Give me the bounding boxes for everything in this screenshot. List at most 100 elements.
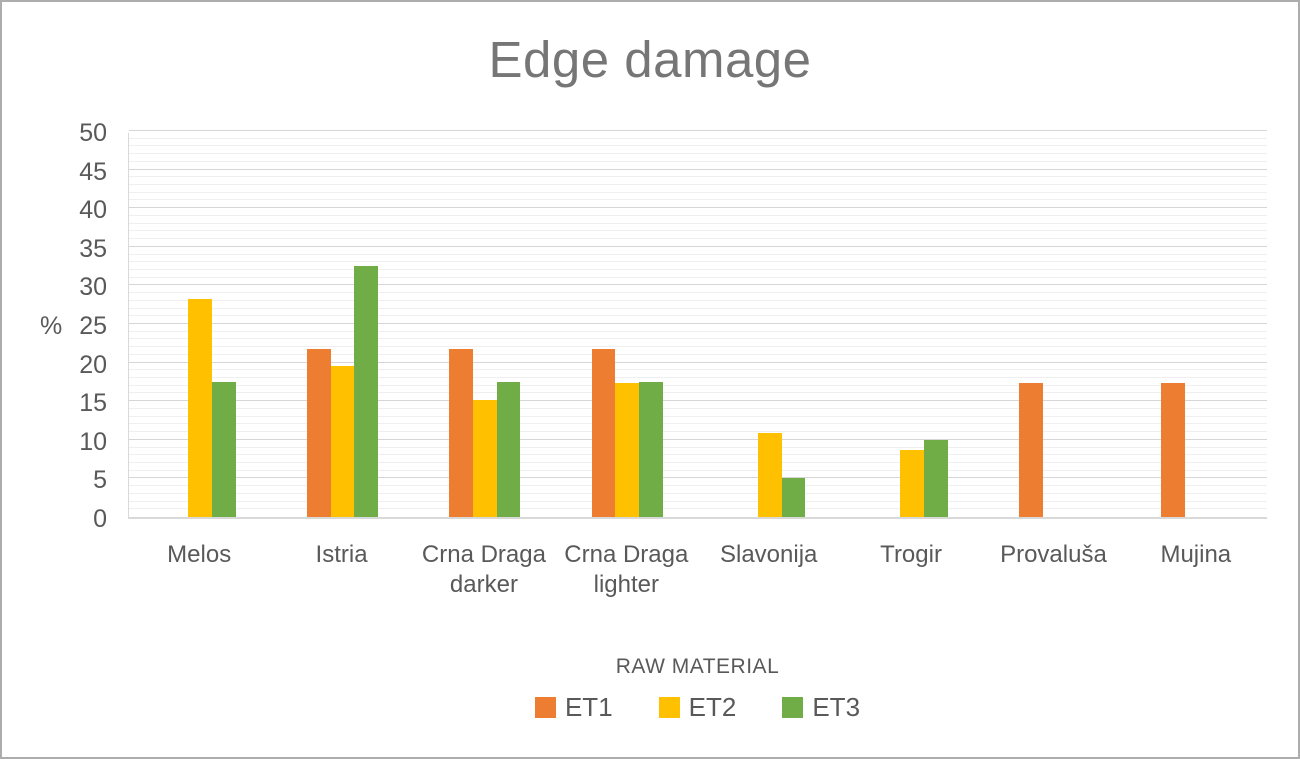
- minor-gridline: [129, 446, 1267, 448]
- bar-et2-category-6: [900, 449, 924, 517]
- minor-gridline: [129, 253, 1267, 255]
- bar-cluster-7: [983, 131, 1125, 517]
- minor-gridline: [129, 153, 1267, 155]
- x-tick-label: Istria: [315, 541, 368, 568]
- minor-gridline: [129, 199, 1267, 201]
- minor-gridline: [129, 160, 1267, 162]
- x-tick-label: Melos: [167, 541, 232, 568]
- minor-gridline: [129, 261, 1267, 263]
- minor-gridline: [129, 330, 1267, 332]
- minor-gridline: [129, 176, 1267, 178]
- legend-items: ET1 ET2 ET3: [128, 692, 1267, 723]
- y-tick-label: 45: [79, 157, 107, 186]
- minor-gridline: [129, 238, 1267, 240]
- minor-gridline: [129, 500, 1267, 502]
- major-gridline: [129, 284, 1267, 286]
- y-tick-label: 0: [93, 505, 107, 533]
- minor-gridline: [129, 145, 1267, 147]
- bar-cluster-6: [841, 131, 983, 517]
- major-gridline: [129, 323, 1267, 324]
- bar-et3-category-1: [212, 381, 236, 517]
- major-gridline: [129, 130, 1267, 131]
- minor-gridline: [129, 315, 1267, 317]
- bar-et2-category-2: [330, 365, 355, 517]
- minor-gridline: [129, 461, 1267, 463]
- bar-cluster-8: [1126, 131, 1268, 517]
- y-tick-label: 20: [79, 350, 107, 379]
- legend-label-et2: ET2: [688, 692, 737, 722]
- minor-gridline: [129, 353, 1267, 355]
- minor-gridline: [129, 184, 1267, 186]
- legend-item-et1: ET1: [534, 692, 613, 723]
- minor-gridline: [129, 423, 1267, 425]
- y-tick-label: 30: [79, 273, 107, 302]
- minor-gridline: [129, 299, 1267, 301]
- minor-gridline: [129, 307, 1267, 309]
- minor-gridline: [129, 222, 1267, 224]
- minor-gridline: [129, 230, 1267, 232]
- minor-gridline: [129, 415, 1267, 417]
- major-gridline: [129, 361, 1267, 363]
- major-gridline: [129, 477, 1267, 479]
- y-axis-title: %: [40, 312, 63, 340]
- bar-et3-category-2: [354, 266, 379, 517]
- legend-item-et3: ET3: [782, 692, 860, 723]
- y-tick-label: 15: [79, 389, 107, 418]
- legend-label-et1: ET1: [564, 692, 613, 722]
- minor-gridline: [129, 346, 1267, 348]
- minor-gridline: [129, 268, 1267, 270]
- x-tick-label: Crna Draga lighter: [564, 541, 689, 598]
- legend-swatch-et1: [534, 697, 556, 718]
- legend-label-et3: ET3: [812, 692, 861, 722]
- bar-cluster-1: [129, 131, 271, 517]
- x-tick-label: Mujina: [1160, 541, 1232, 568]
- minor-gridline: [129, 407, 1267, 409]
- x-tick-label: Provaluša: [1000, 541, 1107, 568]
- y-tick-label: 25: [79, 312, 107, 340]
- minor-gridline: [129, 469, 1267, 471]
- major-gridline: [129, 438, 1267, 440]
- y-tick-label: 50: [79, 119, 107, 147]
- major-gridline: [129, 168, 1267, 170]
- x-tick-label: Slavonija: [719, 541, 818, 568]
- minor-gridline: [129, 384, 1267, 386]
- bar-et3-category-4: [639, 381, 663, 517]
- x-axis: Melos Istria Crna Draga darker Crna Draga l…: [2, 540, 1298, 602]
- x-axis-title: RAW MATERIAL: [615, 655, 780, 678]
- minor-gridline: [129, 191, 1267, 193]
- minor-gridline: [129, 392, 1267, 394]
- y-tick-label: 35: [79, 234, 107, 263]
- y-tick-label: 10: [79, 427, 107, 456]
- bar-et3-category-6: [923, 439, 948, 517]
- bar-et3-category-3: [496, 381, 521, 517]
- minor-gridline: [129, 454, 1267, 456]
- x-tick-label: Trogir: [880, 541, 942, 568]
- major-gridline: [129, 400, 1267, 402]
- major-gridline: [129, 245, 1267, 247]
- bar-et2-category-1: [188, 298, 213, 517]
- minor-gridline: [129, 508, 1267, 510]
- bar-cluster-4: [556, 131, 698, 517]
- minor-gridline: [129, 485, 1267, 487]
- x-tick-label: Crna Draga darker: [421, 541, 546, 598]
- bar-et1-category-2: [307, 349, 331, 517]
- bar-cluster-2: [271, 131, 413, 517]
- bar-et2-category-4: [615, 382, 640, 517]
- minor-gridline: [129, 431, 1267, 433]
- y-tick-label: 40: [79, 196, 107, 225]
- minor-gridline: [129, 492, 1267, 494]
- bar-et2-category-3: [473, 399, 497, 517]
- legend-swatch-et2: [658, 697, 680, 718]
- minor-gridline: [129, 338, 1267, 340]
- minor-gridline: [129, 137, 1267, 139]
- bar-et1-category-7: [1018, 382, 1043, 517]
- bar-et1-category-8: [1161, 382, 1185, 517]
- minor-gridline: [129, 369, 1267, 371]
- plot-area: [128, 130, 1268, 519]
- legend-swatch-et3: [782, 697, 804, 718]
- bar-et2-category-5: [757, 432, 782, 517]
- bar-et1-category-4: [591, 349, 616, 517]
- minor-gridline: [129, 377, 1267, 379]
- bar-cluster-5: [699, 131, 841, 517]
